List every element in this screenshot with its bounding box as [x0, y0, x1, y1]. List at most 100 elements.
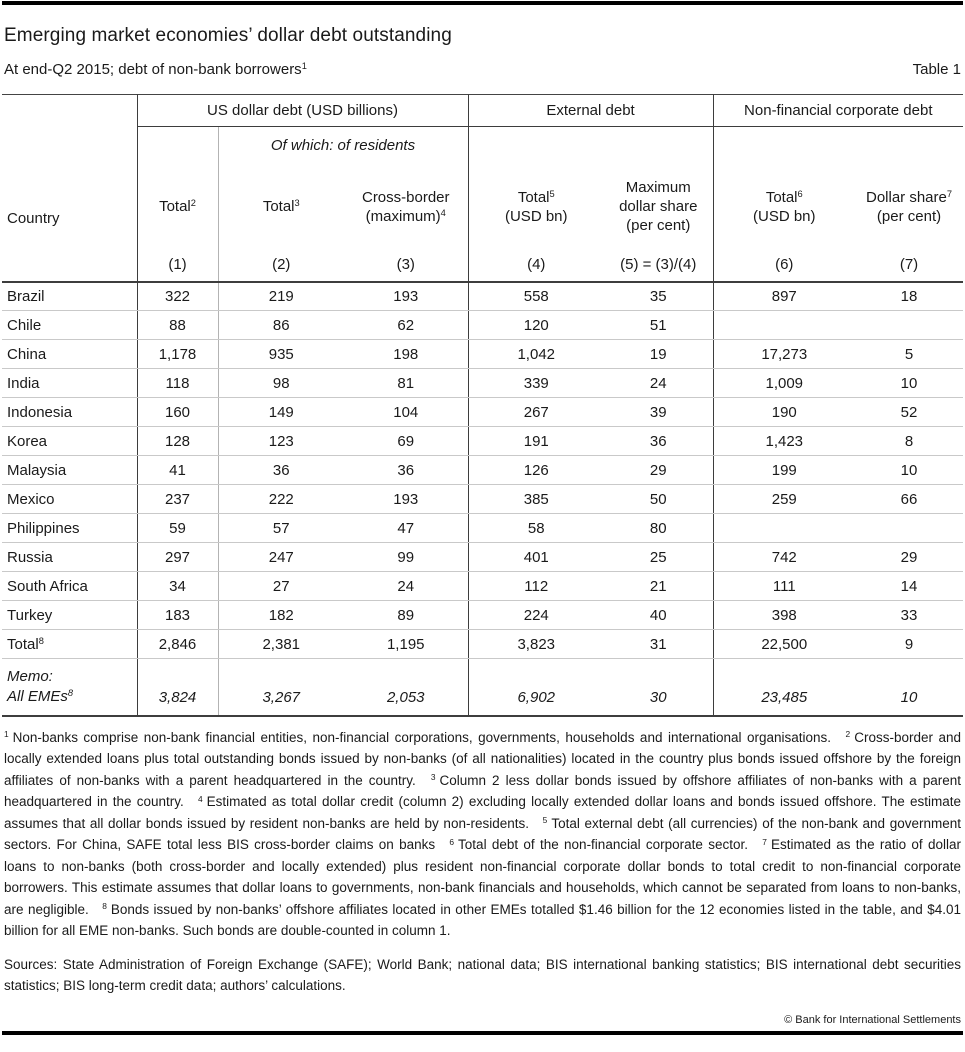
value-cell: 80 — [604, 513, 714, 543]
value-cell: 98 — [217, 368, 344, 398]
value-cell: 237 — [136, 484, 218, 514]
value-cell: 322 — [136, 281, 218, 311]
value-cell: 3,267 — [217, 658, 344, 717]
table-row: Indonesia 160 149 104 267 39 190 52 — [2, 397, 964, 427]
value-cell: 126 — [467, 455, 604, 485]
value-cell: 149 — [217, 397, 344, 427]
value-cell — [712, 513, 856, 543]
column-number: (1) — [136, 248, 218, 283]
value-cell: 128 — [136, 426, 218, 456]
value-cell: 6,902 — [467, 658, 604, 717]
column-number: (7) — [855, 248, 964, 283]
table-row: India 118 98 81 339 24 1,009 10 — [2, 368, 964, 398]
value-cell: 24 — [344, 571, 468, 601]
column-titles-row: Total2 Total3 Cross-border (maximum)4 Total5… — [2, 164, 963, 249]
value-cell: 81 — [344, 368, 468, 398]
value-cell: 935 — [217, 339, 344, 369]
country-cell: Indonesia — [2, 397, 137, 427]
memo-row: Memo: All EMEs8 3,824 3,267 2,053 6,902 30 23,4… — [2, 658, 964, 717]
value-cell — [855, 310, 964, 340]
subgroup-header-row: Of which: of residents — [2, 126, 964, 165]
value-cell: 25 — [604, 542, 714, 572]
value-cell: 247 — [217, 542, 344, 572]
value-cell: 193 — [344, 484, 468, 514]
value-cell: 58 — [467, 513, 604, 543]
country-cell: Brazil — [2, 281, 137, 311]
value-cell: 19 — [604, 339, 714, 369]
value-cell: 8 — [855, 426, 964, 456]
value-cell: 40 — [604, 600, 714, 630]
top-rule — [2, 1, 963, 5]
column-number: (6) — [712, 248, 856, 283]
subgroup-header-of-residents: Of which: of residents — [217, 126, 468, 165]
table-row: Philippines 59 57 47 58 80 — [2, 513, 964, 543]
footnote-marker: 1 — [4, 729, 9, 740]
spacer-cell — [467, 126, 714, 165]
value-cell: 123 — [217, 426, 344, 456]
value-cell: 160 — [136, 397, 218, 427]
value-cell: 35 — [604, 281, 714, 311]
value-cell: 88 — [136, 310, 218, 340]
subtitle-row: At end-Q2 2015; debt of non-bank borrowe… — [4, 61, 961, 78]
country-cell: Philippines — [2, 513, 137, 543]
column-header: Maximum dollar share (per cent) — [619, 179, 698, 234]
country-cell: China — [2, 339, 137, 369]
total-row: Total8 2,846 2,381 1,195 3,823 31 22,500 9 — [2, 629, 964, 659]
value-cell: 18 — [855, 281, 964, 311]
footnote-marker: 2 — [845, 729, 851, 740]
value-cell — [855, 513, 964, 543]
value-cell: 30 — [604, 658, 714, 717]
footnote-marker: 3 — [430, 772, 436, 783]
value-cell: 57 — [217, 513, 344, 543]
footnote-text: Estimated as the ratio of dollar loans t… — [4, 837, 961, 917]
country-cell: India — [2, 368, 137, 398]
country-column-header: Country — [2, 94, 137, 283]
country-cell: Korea — [2, 426, 137, 456]
table-row: Chile 88 86 62 120 51 — [2, 310, 964, 340]
spacer-cell — [712, 126, 964, 165]
value-cell — [712, 310, 856, 340]
group-header-nonfinancial-corporate-debt: Non-financial corporate debt — [712, 94, 964, 127]
value-cell: 31 — [604, 629, 714, 659]
column-header: Total3 — [217, 164, 344, 249]
value-cell: 39 — [604, 397, 714, 427]
value-cell: 51 — [604, 310, 714, 340]
value-cell: 17,273 — [712, 339, 856, 369]
value-cell: 224 — [467, 600, 604, 630]
value-cell: 2,846 — [136, 629, 218, 659]
footnote-marker: 6 — [449, 836, 455, 847]
table-row: Korea 128 123 69 191 36 1,423 8 — [2, 426, 964, 456]
page-title: Emerging market economies’ dollar debt o… — [4, 25, 452, 46]
value-cell: 69 — [344, 426, 468, 456]
group-header-usd-debt: US dollar debt (USD billions) — [136, 94, 468, 127]
value-cell: 198 — [344, 339, 468, 369]
value-cell: 27 — [217, 571, 344, 601]
value-cell: 99 — [344, 542, 468, 572]
table-row: Mexico 237 222 193 385 50 259 66 — [2, 484, 964, 514]
value-cell: 10 — [855, 368, 964, 398]
column-header: Dollar share7 (per cent) — [866, 188, 953, 225]
value-cell: 36 — [604, 426, 714, 456]
column-number: (5) = (3)/(4) — [604, 248, 714, 283]
country-cell: Malaysia — [2, 455, 137, 485]
footnotes-paragraph: 1 Non-banks comprise non-bank financial e… — [4, 727, 961, 942]
footnote-text: Bonds issued by non-banks’ offshore affi… — [4, 901, 961, 939]
value-cell: 2,053 — [344, 658, 468, 717]
country-cell: Mexico — [2, 484, 137, 514]
value-cell: 259 — [712, 484, 856, 514]
table-number-label: Table 1 — [912, 61, 961, 78]
value-cell: 112 — [467, 571, 604, 601]
column-numbers-row: (1) (2) (3) (4) (5) = (3)/(4) (6) (7) — [2, 248, 964, 283]
value-cell: 2,381 — [217, 629, 344, 659]
value-cell: 59 — [136, 513, 218, 543]
group-header-row: Country US dollar debt (USD billions) Ex… — [2, 94, 964, 283]
total-label-cell: Total8 — [2, 629, 137, 659]
value-cell: 23,485 — [712, 658, 856, 717]
column-header: Total2 — [136, 164, 218, 249]
value-cell: 1,009 — [712, 368, 856, 398]
copyright-notice: © Bank for International Settlements — [784, 1013, 961, 1026]
value-cell: 33 — [855, 600, 964, 630]
value-cell: 190 — [712, 397, 856, 427]
value-cell: 89 — [344, 600, 468, 630]
